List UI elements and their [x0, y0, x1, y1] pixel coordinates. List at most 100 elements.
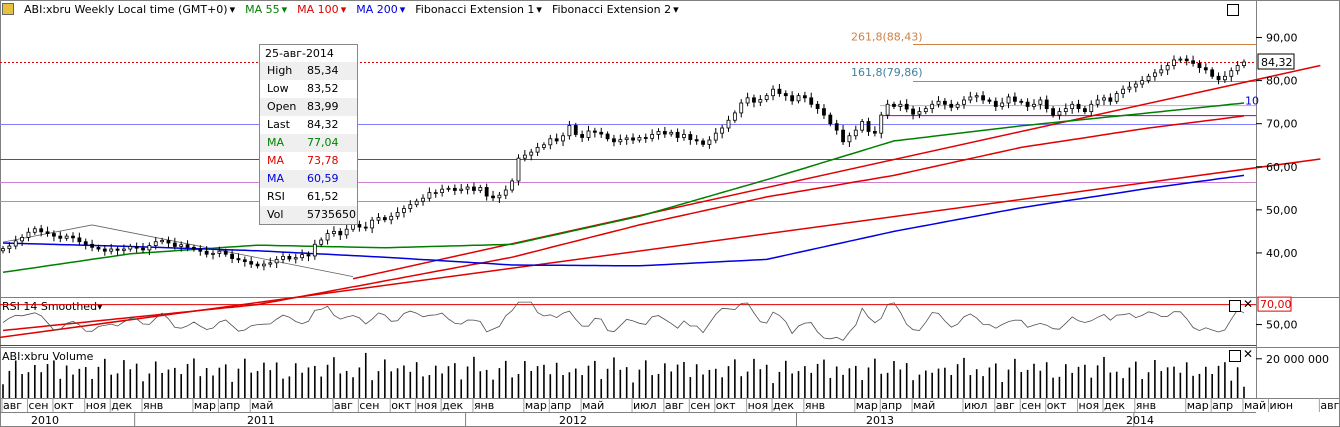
- fib-connector-line: [2, 224, 354, 278]
- data-window-row: High 85,34: [260, 62, 357, 80]
- data-window-row: MA 73,78: [260, 152, 357, 170]
- x-month-label: дек: [1104, 399, 1125, 412]
- chevron-down-icon[interactable]: ▾: [229, 2, 236, 16]
- candle-body: [955, 103, 960, 108]
- chevron-down-icon[interactable]: ▾: [673, 2, 679, 16]
- chevron-down-icon[interactable]: ▾: [536, 2, 542, 16]
- candle-body: [185, 244, 190, 248]
- candle-body: [1063, 108, 1068, 113]
- legend-ma100[interactable]: MA 100: [297, 2, 339, 16]
- candle-body: [192, 246, 196, 250]
- chart-title[interactable]: ABI:xbru Weekly Local time (GMT+0): [24, 2, 228, 16]
- candle-body: [599, 131, 604, 135]
- candle-body: [809, 97, 814, 105]
- chevron-down-icon[interactable]: ▾: [281, 2, 288, 16]
- x-month-label: ноя: [86, 399, 107, 412]
- candle-body: [1242, 61, 1246, 66]
- x-year-label: 2013: [866, 414, 894, 427]
- x-month-label: ноя: [1079, 399, 1100, 412]
- candle-body: [338, 230, 343, 236]
- equity-icon[interactable]: [2, 3, 14, 15]
- candle-body: [223, 250, 228, 255]
- candle-body: [71, 235, 75, 239]
- candle-body: [433, 192, 438, 195]
- candle-body: [1070, 103, 1075, 110]
- candle-body: [1, 248, 5, 252]
- candle-body: [389, 215, 394, 221]
- legend-fib2[interactable]: Fibonacci Extension 2: [551, 2, 672, 16]
- rsi-maximize-button[interactable]: [1229, 300, 1241, 312]
- candle-body: [1032, 103, 1036, 107]
- candle-body: [13, 240, 18, 247]
- chevron-down-icon[interactable]: ▾: [399, 2, 406, 16]
- candle-body: [631, 137, 635, 141]
- candle-body: [1146, 75, 1151, 82]
- x-month-label: ноя: [748, 399, 769, 412]
- candle-body: [612, 138, 616, 143]
- data-window-row: MA 77,04: [260, 134, 357, 152]
- candle-body: [828, 114, 833, 125]
- x-month-label: апр: [881, 399, 902, 412]
- volume-title: ABI:xbru Volume: [2, 350, 94, 363]
- y-tick-label: 70,00: [1266, 118, 1298, 131]
- x-month-label: янв: [143, 399, 163, 412]
- candle-body: [281, 255, 285, 260]
- chevron-down-icon[interactable]: ▾: [340, 2, 347, 16]
- candle-body: [472, 186, 476, 191]
- candle-body: [771, 88, 775, 97]
- candle-body: [262, 263, 266, 267]
- data-window-value: 73,78: [307, 154, 339, 167]
- candle-body: [605, 133, 610, 140]
- candle-body: [32, 228, 37, 233]
- candle-body: [141, 247, 145, 251]
- candle-body: [134, 246, 139, 249]
- x-month-label: июл: [964, 399, 987, 412]
- rsi-close-button[interactable]: ✕: [1243, 297, 1254, 311]
- volume-close-button[interactable]: ✕: [1243, 347, 1254, 361]
- candle-body: [866, 121, 871, 132]
- candle-body: [643, 137, 648, 139]
- x-month-label: июл: [633, 399, 656, 412]
- data-window-value: 83,52: [307, 82, 339, 95]
- candle-body: [930, 103, 935, 110]
- candle-body: [1235, 65, 1240, 72]
- x-month-label: авг: [665, 399, 684, 412]
- candle-body: [319, 239, 324, 245]
- candle-body: [1082, 108, 1087, 113]
- candle-body: [236, 258, 241, 261]
- candle-body: [701, 140, 705, 145]
- candle-body: [1140, 80, 1145, 85]
- rsi-title: RSI 14 Smoothed▾: [2, 300, 103, 313]
- legend-fib1[interactable]: Fibonacci Extension 1: [415, 2, 535, 16]
- x-year-label: 2012: [559, 414, 587, 427]
- candle-body: [64, 235, 69, 239]
- candle-body: [427, 192, 432, 199]
- candle-body: [1223, 75, 1227, 81]
- volume-maximize-button[interactable]: [1229, 350, 1241, 362]
- candle-body: [1089, 103, 1094, 113]
- candle-body: [554, 138, 559, 142]
- candle-body: [376, 217, 381, 221]
- candle-body: [752, 97, 756, 103]
- candle-body: [306, 254, 311, 257]
- candle-body: [618, 139, 623, 143]
- maximize-button[interactable]: [1227, 4, 1239, 16]
- trendline: [0, 158, 1321, 339]
- candle-body: [516, 157, 521, 182]
- data-window-row: Last 84,32: [260, 116, 357, 134]
- edge-label: 10: [1245, 94, 1259, 107]
- volume-tick-label: 20 000 000: [1266, 353, 1329, 366]
- ma-line-ma200: [2, 174, 1245, 267]
- legend-ma200[interactable]: MA 200: [356, 2, 398, 16]
- candle-body: [879, 114, 884, 134]
- last-price-label: 84,32: [1261, 56, 1293, 69]
- trendline: [352, 64, 1321, 280]
- candle-body: [179, 244, 184, 247]
- x-month-label: мар: [525, 399, 547, 412]
- candle-body: [293, 257, 298, 260]
- legend-ma55[interactable]: MA 55: [245, 2, 280, 16]
- candle-body: [962, 99, 966, 105]
- x-month-label: янв: [474, 399, 494, 412]
- y-tick-label: 90,00: [1266, 32, 1298, 45]
